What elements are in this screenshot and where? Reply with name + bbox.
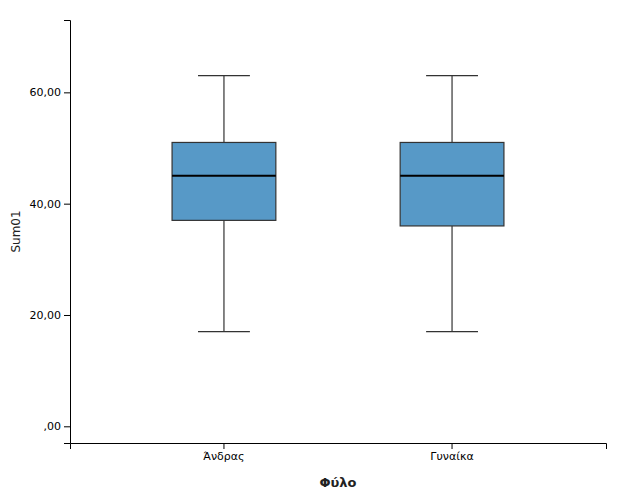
- y-axis: ,00 20,00 40,00 60,00: [30, 21, 71, 444]
- x-tick-mark: [452, 443, 453, 449]
- y-axis-line: [64, 21, 71, 444]
- x-axis-title: Φύλο: [320, 475, 357, 490]
- upper-whisker: [451, 76, 452, 143]
- y-tick: 40,00: [30, 198, 71, 211]
- y-tick: 60,00: [30, 86, 71, 99]
- lower-cap: [198, 331, 250, 332]
- x-axis-line: [71, 444, 607, 450]
- lower-whisker: [451, 226, 452, 332]
- y-tick-label: ,00: [44, 420, 62, 433]
- chart-svg: ,00 20,00 40,00 60,00 Άνδρας Γυναίκα Φύλο Sum01: [0, 0, 626, 501]
- x-tick: Άνδρας: [203, 443, 244, 463]
- marks: [172, 76, 504, 332]
- upper-cap: [198, 75, 250, 76]
- y-tick-label: 60,00: [30, 86, 62, 99]
- lower-whisker: [223, 220, 224, 331]
- x-tick-label: Γυναίκα: [430, 450, 473, 463]
- x-axis: Άνδρας Γυναίκα: [71, 443, 607, 463]
- median: [172, 175, 276, 177]
- upper-cap: [426, 75, 478, 76]
- box-body: [400, 142, 504, 225]
- y-tick-mark: [64, 204, 70, 205]
- box: [400, 76, 504, 332]
- y-axis-title: Sum01: [9, 210, 23, 252]
- y-tick-mark: [64, 315, 70, 316]
- y-tick-mark: [64, 92, 70, 93]
- chart-container: ,00 20,00 40,00 60,00 Άνδρας Γυναίκα Φύλο Sum01: [0, 0, 626, 501]
- lower-cap: [426, 331, 478, 332]
- box: [172, 76, 276, 332]
- y-tick-label: 40,00: [30, 198, 62, 211]
- y-tick-mark: [64, 426, 70, 427]
- median: [400, 175, 504, 177]
- x-tick-label: Άνδρας: [203, 450, 244, 463]
- y-tick: ,00: [44, 420, 71, 433]
- x-tick-mark: [223, 443, 224, 449]
- y-tick: 20,00: [30, 309, 71, 322]
- x-tick: Γυναίκα: [430, 443, 473, 463]
- box-body: [172, 142, 276, 220]
- upper-whisker: [223, 76, 224, 143]
- y-tick-label: 20,00: [30, 309, 62, 322]
